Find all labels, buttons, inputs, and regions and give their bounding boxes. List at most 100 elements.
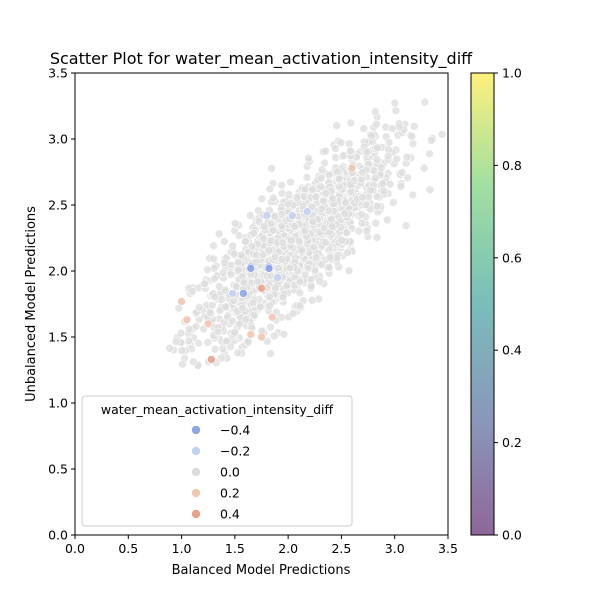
- scatter-point: [383, 151, 393, 161]
- scatter-point: [333, 167, 342, 177]
- scatter-point: [277, 255, 287, 264]
- scatter-point: [205, 308, 215, 317]
- scatter-point: [304, 153, 313, 163]
- scatter-point: [184, 336, 194, 346]
- scatter-point: [277, 221, 287, 231]
- scatter-point: [229, 249, 239, 258]
- legend-marker: [191, 488, 201, 498]
- scatter-point: [327, 214, 336, 224]
- scatter-point: [226, 270, 236, 279]
- y-tick-label: 2.0: [48, 264, 68, 279]
- scatter-point: [285, 263, 295, 273]
- scatter-point-highlight: [177, 297, 186, 306]
- scatter-point: [254, 217, 264, 226]
- legend-marker: [191, 446, 201, 456]
- scatter-point: [377, 163, 386, 172]
- scatter-point-highlight: [347, 163, 357, 173]
- scatter-point: [266, 349, 275, 358]
- scatter-point: [373, 143, 382, 153]
- scatter-point: [425, 185, 435, 195]
- scatter-point: [230, 327, 239, 337]
- scatter-point: [311, 192, 321, 201]
- scatter-point: [266, 322, 275, 332]
- scatter-point: [328, 193, 337, 203]
- scatter-point-highlight: [257, 332, 266, 342]
- scatter-point: [370, 107, 380, 116]
- scatter-point: [321, 238, 330, 247]
- x-tick-label: 1.5: [225, 541, 245, 556]
- legend-marker: [191, 467, 201, 477]
- scatter-point: [213, 327, 223, 337]
- scatter-point: [239, 278, 249, 288]
- scatter-point: [354, 226, 364, 236]
- scatter-point: [371, 218, 381, 228]
- legend-marker: [191, 509, 201, 519]
- scatter-point: [238, 303, 247, 313]
- scatter-point: [278, 238, 288, 247]
- scatter-point: [325, 253, 335, 262]
- scatter-point: [277, 181, 287, 190]
- scatter-point: [236, 250, 246, 260]
- scatter-point: [228, 241, 237, 251]
- scatter-point: [357, 218, 367, 228]
- scatter-point: [221, 302, 231, 312]
- scatter-point: [295, 288, 305, 298]
- scatter-point: [403, 173, 413, 183]
- scatter-point: [299, 192, 309, 201]
- x-tick-label: 2.5: [331, 541, 351, 556]
- colorbar-tick-label: 0.6: [502, 250, 522, 265]
- scatter-point: [409, 122, 419, 131]
- scatter-point: [362, 226, 372, 236]
- scatter-point: [420, 97, 430, 107]
- scatter-point: [253, 277, 262, 286]
- legend-label: 0.2: [220, 486, 240, 501]
- legend: water_mean_activation_intensity_diff −0.…: [81, 395, 353, 527]
- scatter-point: [437, 129, 447, 139]
- scatter-point: [332, 121, 342, 130]
- scatter-point-highlight: [264, 264, 274, 273]
- scatter-point-highlight: [203, 319, 213, 329]
- y-tick-label: 0.0: [48, 528, 68, 543]
- scatter-point: [208, 300, 217, 310]
- scatter-point: [388, 124, 397, 133]
- colorbar-tick-label: 0.4: [502, 343, 522, 358]
- scatter-point: [385, 179, 395, 189]
- scatter-point: [165, 343, 174, 353]
- scatter-point: [327, 222, 337, 231]
- scatter-point: [203, 265, 212, 275]
- scatter-point-highlight: [228, 289, 237, 298]
- scatter-point: [396, 182, 406, 191]
- legend-box: [81, 395, 353, 527]
- scatter-point: [191, 321, 201, 331]
- scatter-point: [234, 258, 243, 267]
- scatter-point: [230, 219, 240, 228]
- scatter-point: [401, 221, 411, 230]
- scatter-point: [346, 118, 356, 128]
- x-tick-label: 3.0: [385, 541, 405, 556]
- scatter-point: [317, 165, 327, 174]
- legend-title: water_mean_activation_intensity_diff: [101, 402, 334, 417]
- scatter-point: [390, 98, 400, 108]
- scatter-point: [391, 106, 401, 115]
- scatter-point: [234, 265, 243, 275]
- scatter-point: [288, 309, 298, 318]
- scatter-point: [220, 237, 229, 246]
- scatter-point: [357, 210, 367, 219]
- scatter-point: [233, 348, 243, 358]
- scatter-point: [292, 193, 302, 202]
- scatter-points: [165, 97, 447, 370]
- scatter-point: [297, 246, 307, 255]
- scatter-point-highlight: [246, 264, 256, 273]
- scatter-point: [306, 281, 316, 291]
- y-tick-label: 2.5: [48, 198, 68, 213]
- scatter-point: [317, 204, 326, 214]
- scatter-point: [318, 196, 328, 206]
- scatter-point: [334, 182, 344, 192]
- scatter-point: [311, 253, 321, 262]
- scatter-point: [358, 193, 367, 202]
- scatter-point: [265, 292, 274, 302]
- scatter-point: [248, 298, 258, 308]
- scatter-point: [270, 211, 280, 221]
- scatter-point: [217, 295, 226, 304]
- scatter-point: [336, 138, 346, 147]
